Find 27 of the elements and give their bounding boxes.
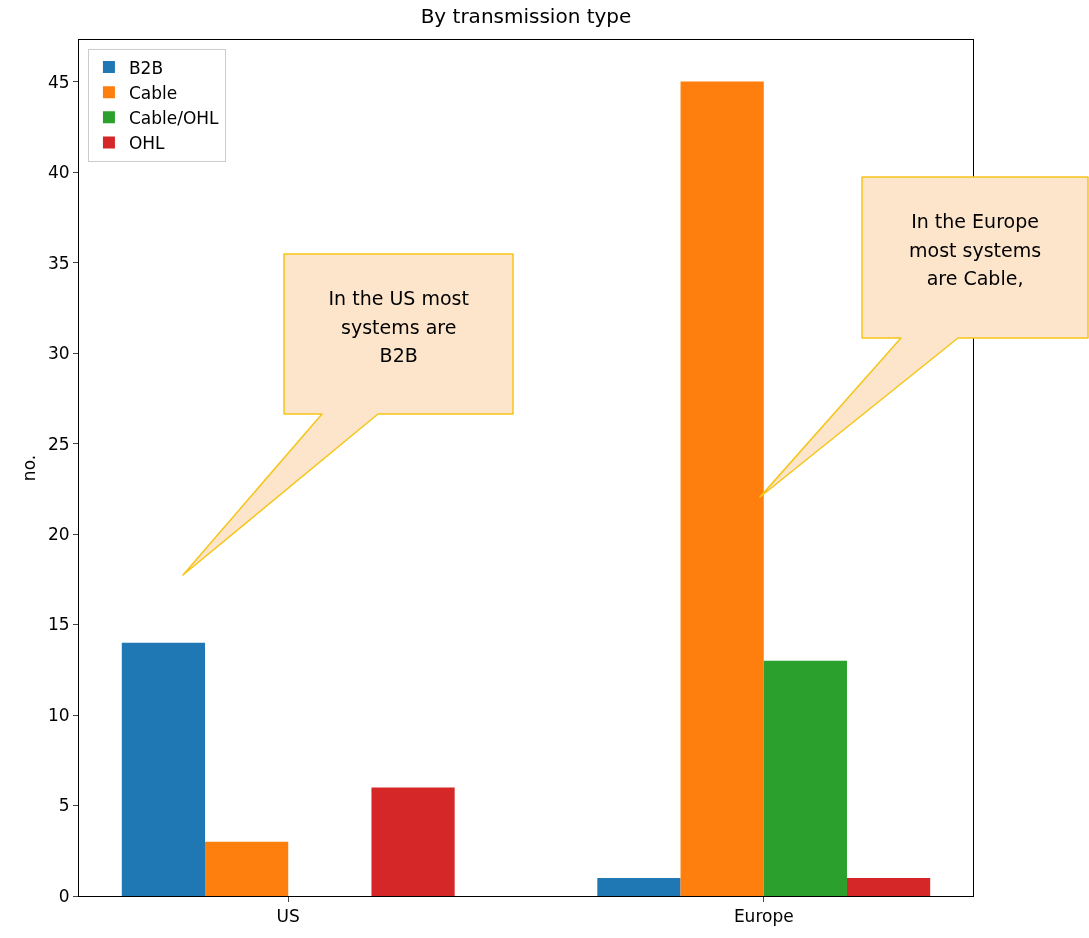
y-tick-label: 35 [47, 252, 70, 273]
y-axis-title: no. [19, 454, 39, 482]
bar [846, 877, 931, 896]
chart-title: By transmission type [420, 4, 632, 29]
x-tick-label: US [276, 906, 300, 927]
y-tick-label: 30 [47, 343, 70, 364]
bar [205, 841, 289, 896]
bar [371, 787, 455, 896]
y-tick-label: 10 [47, 704, 70, 725]
legend-label: OHL [128, 133, 166, 154]
y-tick-label: 45 [47, 71, 70, 92]
bar [680, 81, 764, 896]
legend-label: Cable/OHL [128, 107, 220, 128]
y-tick-label: 20 [47, 524, 70, 544]
annotation: In the Europe most systems are Cable, [909, 209, 1042, 291]
y-tick-label: 0 [58, 885, 70, 906]
annotation: In the US most systems are B2B [328, 286, 469, 368]
legend-label: B2B [128, 57, 164, 78]
bar [597, 877, 681, 896]
y-tick-label: 40 [47, 162, 70, 183]
y-tick-label: 25 [47, 433, 70, 454]
y-tick-label: 5 [58, 795, 70, 816]
x-tick-label: Europe [733, 906, 794, 927]
y-tick-label: 15 [47, 614, 70, 635]
bar [121, 642, 206, 896]
bar [763, 660, 847, 896]
legend-label: Cable [128, 82, 178, 103]
